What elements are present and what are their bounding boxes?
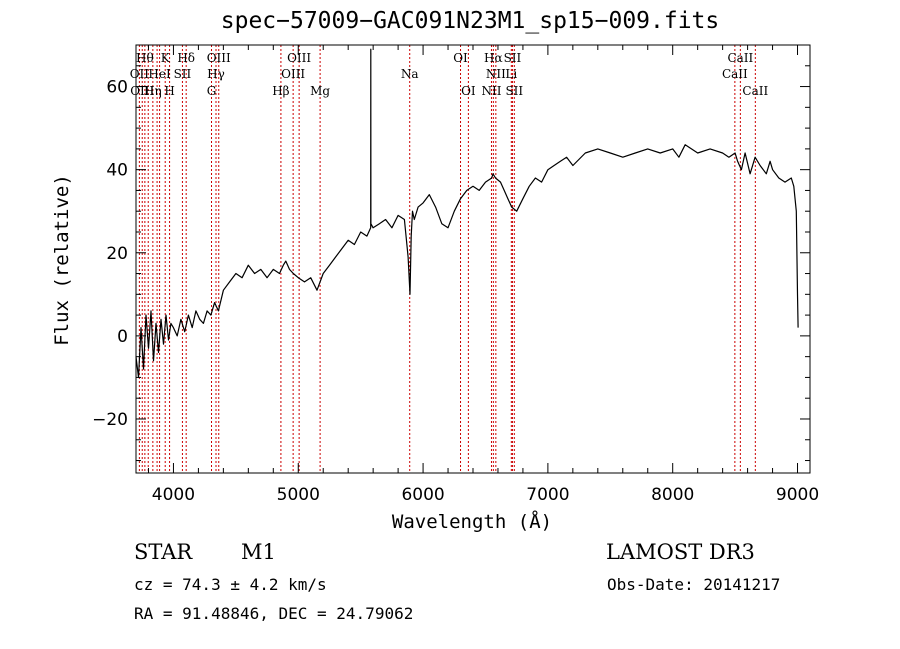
observation-date: Obs-Date: 20141217	[607, 575, 781, 594]
emission-line-label: Hδ	[177, 51, 195, 65]
x-tick-label: 8000	[651, 485, 694, 505]
emission-line-label: OI	[461, 84, 476, 98]
emission-line-label: OII	[130, 67, 150, 81]
emission-line-label: HeI	[148, 67, 171, 81]
emission-line-label: Hγ	[207, 67, 225, 81]
emission-line-label: OI	[453, 51, 468, 65]
emission-line-label: Mg	[310, 84, 330, 98]
emission-line-label: CaII	[722, 67, 748, 81]
x-axis-label: Wavelength (Å)	[392, 510, 552, 533]
emission-line-label: G	[207, 84, 217, 98]
x-tick-label: 7000	[526, 485, 569, 505]
spectrum-series-line	[135, 48, 799, 378]
y-tick-label: 20	[106, 244, 128, 264]
emission-line-label: SII	[505, 84, 523, 98]
plot-frame	[135, 44, 811, 474]
y-tick-label: 60	[106, 78, 128, 98]
emission-line-label: OIII	[281, 67, 305, 81]
y-tick-label: −20	[92, 410, 128, 430]
object-subclass: M1	[241, 540, 276, 564]
y-tick-label: 0	[117, 327, 128, 347]
emission-line-label: NII	[481, 84, 501, 98]
y-axis-label: Flux (relative)	[51, 174, 73, 346]
chart-title: spec−57009−GAC091N23M1_sp15−009.fits	[220, 8, 720, 34]
emission-line-label: OIII	[207, 51, 231, 65]
emission-line-markers	[138, 45, 756, 473]
emission-line-label: CaII	[727, 51, 753, 65]
axis-tick-labels: 4000 5000 6000 7000 8000 9000 −20 0 20 40 60	[92, 78, 819, 505]
emission-line-label: SII	[504, 51, 522, 65]
x-tick-label: 9000	[776, 485, 819, 505]
sky-coordinates: RA = 91.48846, DEC = 24.79062	[134, 604, 414, 623]
axis-ticks	[136, 44, 810, 473]
emission-line-label: Li	[505, 67, 517, 81]
series-layer	[135, 48, 799, 378]
y-tick-label: 40	[106, 161, 128, 181]
x-tick-label: 5000	[277, 485, 320, 505]
survey-name: LAMOST DR3	[606, 540, 755, 564]
x-tick-label: 6000	[401, 485, 444, 505]
emission-line-label: OIII	[287, 51, 311, 65]
emission-line-label: CaII	[742, 84, 768, 98]
emission-line-label: Hβ	[272, 84, 289, 98]
emission-line-label: NII	[486, 67, 506, 81]
emission-line-label: SII	[174, 67, 192, 81]
emission-line-label: Hθ	[136, 51, 154, 65]
redshift-cz: cz = 74.3 ± 4.2 km/s	[134, 575, 327, 594]
emission-line-label: Hα	[484, 51, 503, 65]
emission-line-label: Hη	[144, 84, 162, 98]
emission-line-label: Na	[401, 67, 419, 81]
object-class: STAR	[134, 540, 193, 564]
emission-line-label: H	[164, 84, 174, 98]
x-tick-label: 4000	[152, 485, 195, 505]
emission-line-label: K	[161, 51, 171, 65]
